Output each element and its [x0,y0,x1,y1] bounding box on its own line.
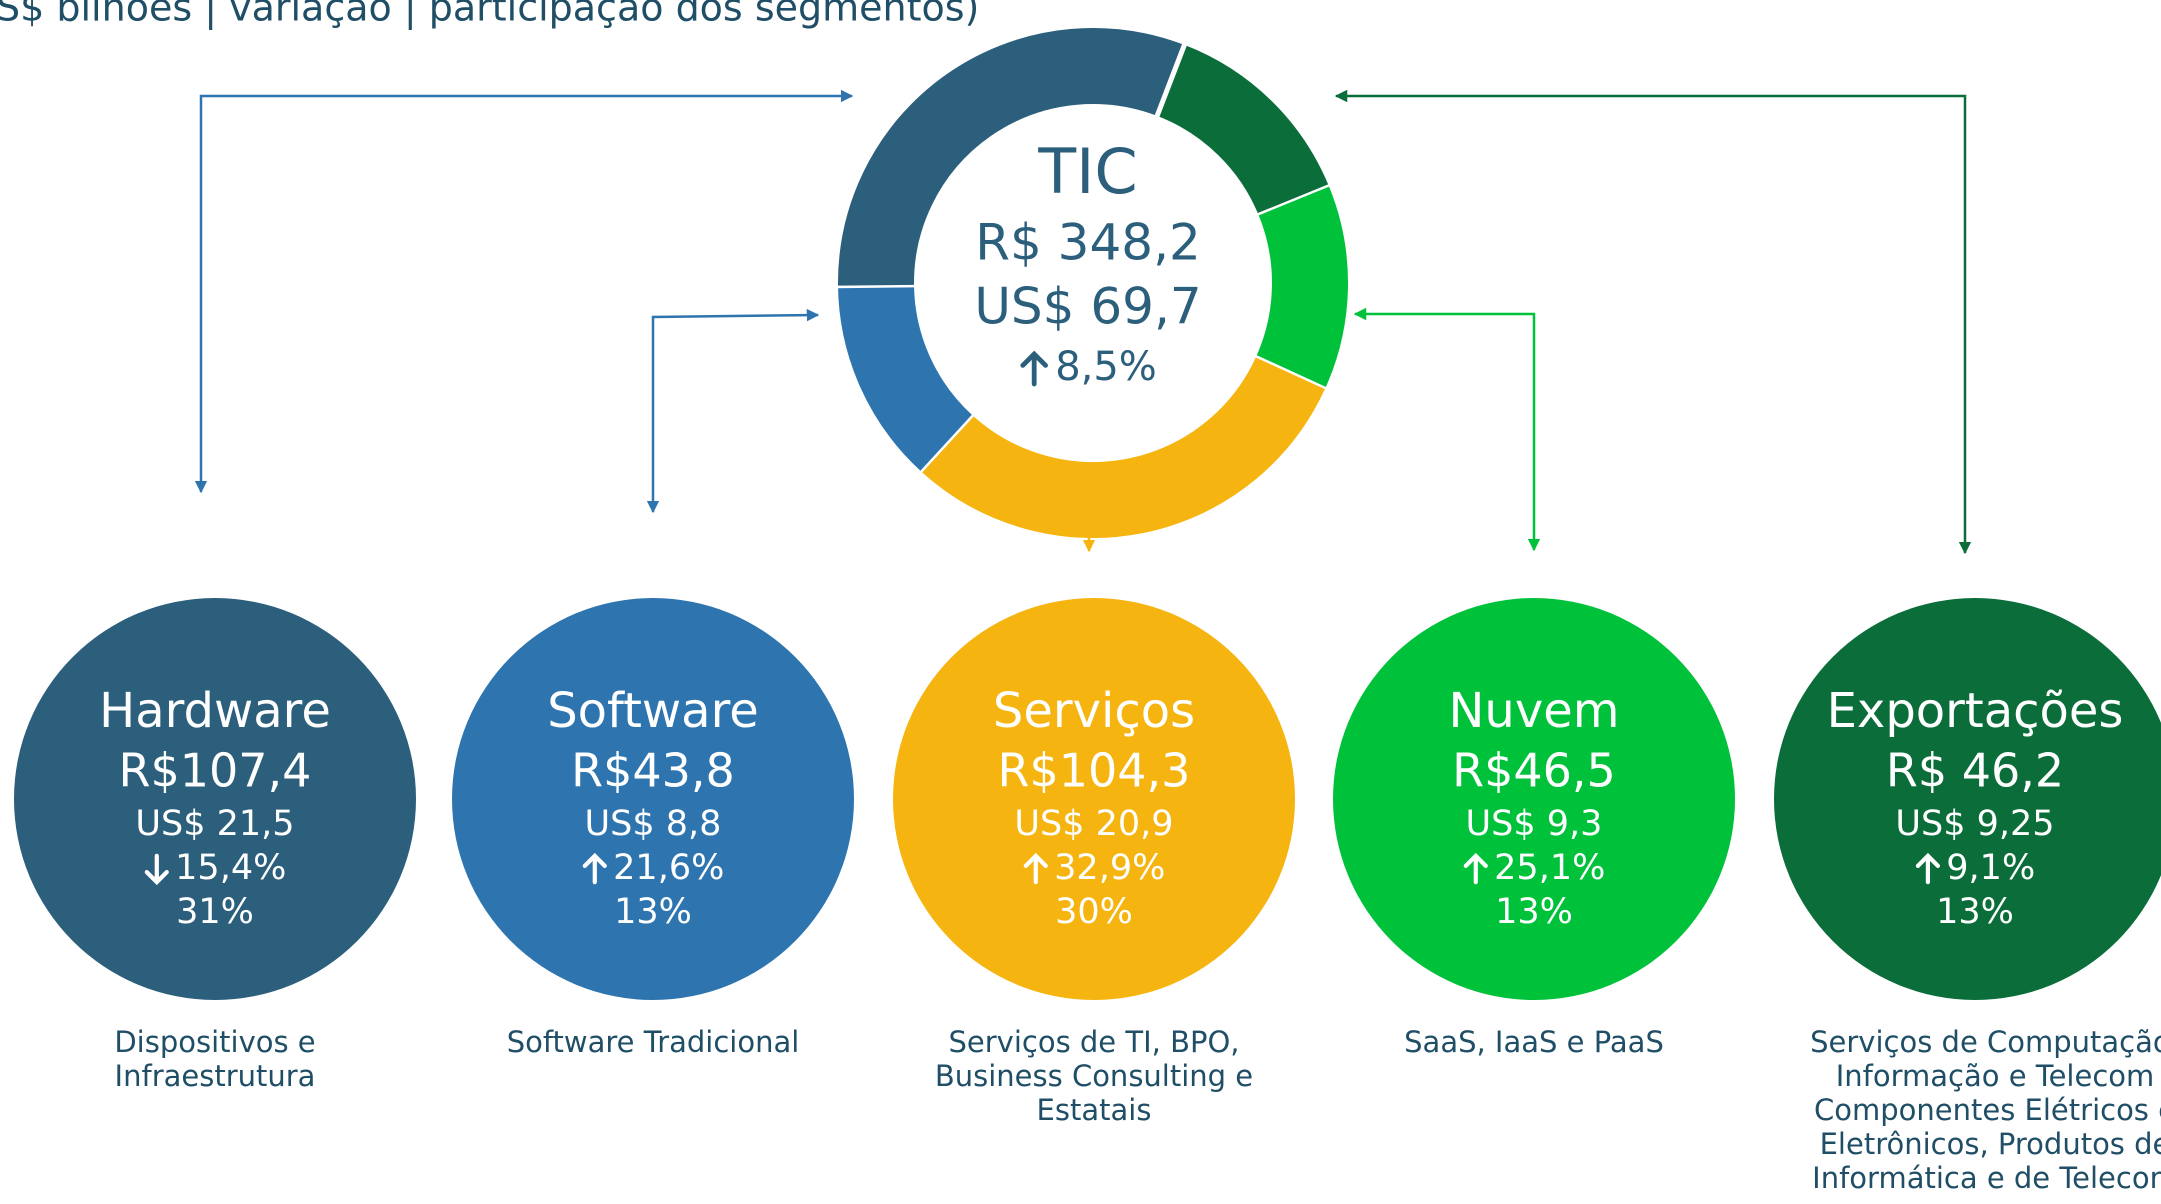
donut-segment [838,284,973,471]
segment-usd: US$ 20,9 [1014,804,1173,844]
segment-description: Infraestrutura [115,1059,316,1093]
connector [194,89,854,494]
segment-description: Business Consulting e [935,1059,1253,1093]
segment-description: Componentes Elétricos e [1814,1093,2161,1127]
trend-arrow [1915,852,1940,885]
center-label: TIC [1037,135,1137,208]
donut-segment [1156,44,1330,217]
segment-description: SaaS, IaaS e PaaS [1404,1025,1664,1059]
trend-arrow [144,853,169,886]
segment-share: 30% [1055,892,1133,932]
segment-usd: US$ 8,8 [585,804,722,844]
segment-bubble [452,598,854,1000]
connector [1334,89,1972,555]
connector [1353,307,1541,552]
segment-brl: R$104,3 [998,744,1191,798]
change: 8,5% [1055,344,1157,390]
segment-divider [1154,42,1188,119]
donut-segment [838,28,1185,286]
center-change: 8,5% [1020,344,1157,390]
segment-description: Informática e de Telecom [1812,1161,2161,1195]
segment-description: Eletrônicos, Produtos de [1820,1127,2161,1161]
segment-description: Dispositivos e [114,1025,315,1059]
segment-description: Informação e Telecom [1836,1059,2155,1093]
segment-name: Hardware [99,683,331,739]
title: S$ bilhões | variação | participação dos… [0,0,979,31]
change: 15,4% [175,848,286,888]
change: 21,6% [613,848,724,888]
center-brl: R$ 348,2 [975,214,1201,272]
segment-divider [835,282,917,289]
connector [646,308,820,514]
segment-usd: US$ 9,3 [1466,804,1603,844]
segment-brl: R$ 46,2 [1886,744,2064,798]
trend-arrow [1023,852,1048,885]
change: 9,1% [1946,848,2035,888]
segment-name: Exportações [1827,683,2124,739]
segment-bubble [1774,598,2161,1000]
segment-usd: US$ 21,5 [135,804,294,844]
trend-arrow [582,852,607,885]
segment-name: Nuvem [1448,683,1619,739]
segment-description: Serviços de Computação, [1810,1025,2161,1059]
change: 25,1% [1494,848,1605,888]
trend-arrow [1463,852,1488,885]
trend-arrow [1020,350,1048,387]
donut [835,28,1348,538]
segment-share: 13% [614,892,692,932]
segment-share: 13% [1495,892,1573,932]
segment-brl: R$43,8 [571,744,735,798]
segment-brl: R$46,5 [1452,744,1616,798]
segment-name: Serviços [993,683,1195,739]
segment-brl: R$107,4 [119,744,312,798]
donut-segment [1255,186,1348,390]
segment-bubble [893,598,1295,1000]
segment-share: 31% [176,892,254,932]
change: 32,9% [1054,848,1165,888]
segment-usd: US$ 9,25 [1895,804,2054,844]
segment-bubble [14,598,416,1000]
segment-description: Estatais [1037,1093,1152,1127]
segment-description: Serviços de TI, BPO, [948,1025,1239,1059]
donut-segment [920,356,1325,538]
segment-name: Software [547,683,759,739]
segment-description: Software Tradicional [507,1025,800,1059]
segment-share: 13% [1936,892,2014,932]
segment-bubble [1333,598,1735,1000]
center-usd: US$ 69,7 [974,278,1201,336]
